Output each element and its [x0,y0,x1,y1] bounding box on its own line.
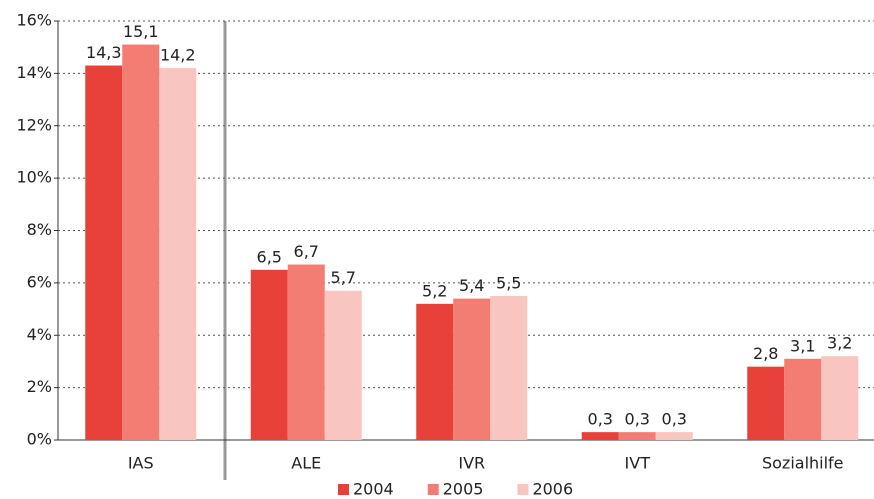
y-tick-label: 10% [16,168,52,187]
data-label: 14,2 [160,46,196,65]
x-tick-label: IAS [128,454,154,473]
y-tick-label: 8% [27,220,52,239]
bar [655,432,693,440]
bar [490,295,528,440]
y-tick-label: 6% [27,272,52,291]
bar [784,358,822,440]
data-label: 5,2 [422,281,447,300]
data-label: 15,1 [123,22,159,41]
y-tick-label: 14% [16,63,52,82]
data-label: 6,5 [257,247,282,266]
y-tick-label: 4% [27,325,52,344]
data-label: 5,7 [331,268,356,287]
y-tick-label: 0% [27,430,52,449]
bar [287,264,325,440]
bar [453,298,491,440]
bar [85,65,123,441]
data-label: 3,2 [827,334,852,353]
bar [581,432,619,440]
legend-label: 2004 [353,480,394,499]
legend-label: 2005 [443,480,484,499]
data-label: 6,7 [294,242,319,261]
bar [122,44,160,440]
x-tick-label: Sozialhilfe [762,454,844,473]
bar [324,290,362,440]
y-tick-label: 16% [16,11,52,30]
data-label: 5,4 [459,276,484,295]
data-label: 0,3 [625,410,650,429]
x-tick-label: IVR [458,454,485,473]
bar [618,432,656,440]
legend-label: 2006 [532,480,573,499]
bar [747,366,785,440]
legend-swatch [427,484,439,495]
data-label: 3,1 [790,336,815,355]
y-tick-label: 12% [16,115,52,134]
x-tick-label: ALE [291,454,321,473]
bar [821,356,859,440]
bar [159,68,197,440]
legend-swatch [338,484,349,495]
data-label: 0,3 [662,410,687,429]
legend-swatch [517,484,529,495]
bar [250,269,288,440]
data-label: 5,5 [496,273,521,292]
data-label: 14,3 [86,43,122,62]
y-tick-label: 2% [27,377,52,396]
x-tick-label: IVT [625,454,651,473]
data-label: 2,8 [753,344,778,363]
data-label: 0,3 [588,410,613,429]
bar [416,303,454,440]
